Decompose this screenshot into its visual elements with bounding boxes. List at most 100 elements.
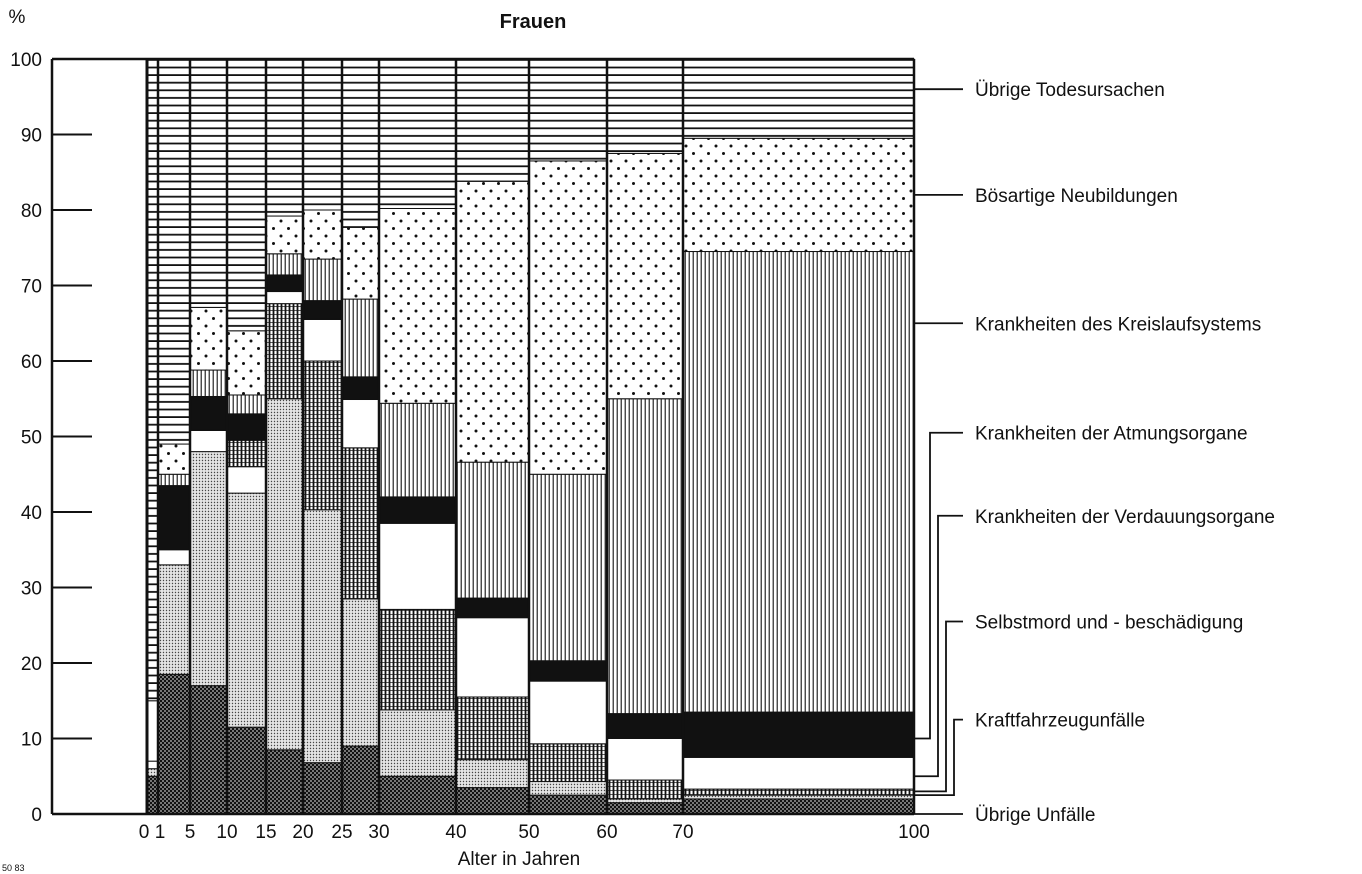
bar-segment-bosartige-neubildungen-5-10 (189, 306, 228, 371)
x-tick-label: 1 (155, 822, 166, 843)
bar-segment-ubrige-todesursachen-20-25 (302, 58, 343, 211)
legend-label-bosartige-neubildungen: Bösartige Neubildungen (975, 186, 1178, 207)
bar-segment-kraftfahrzeugunfalle-50-60 (528, 781, 608, 796)
bar-segment-ubrige-todesursachen-15-20 (265, 58, 304, 217)
bar-segment-selbstmord-und-beschadigung-10-15 (226, 466, 267, 494)
bar-segment-bosartige-neubildungen-20-25 (302, 209, 343, 260)
bar-segment-kraftfahrzeugunfalle-60-70 (606, 798, 684, 804)
bar-segment-krankheiten-des-kreislaufsystems-15-20 (265, 253, 304, 276)
bar-segment-bosartige-neubildungen-1-5 (157, 443, 191, 475)
y-tick-label: 40 (21, 503, 42, 524)
bar-segment-kraftfahrzeugunfalle-0-1 (146, 768, 159, 777)
bar-segment-krankheiten-der-verdauungsorgane-10-15 (226, 439, 267, 468)
legend-label-kraftfahrzeugunfalle: Kraftfahrzeugunfälle (975, 711, 1145, 732)
bar-segment-ubrige-unfalle-70-100 (682, 798, 915, 815)
bar-segment-bosartige-neubildungen-40-50 (455, 180, 530, 463)
bar-segment-ubrige-todesursachen-0-1 (146, 58, 159, 702)
bar-segment-krankheiten-der-atmungsorgane-20-25 (302, 300, 343, 320)
bar-segment-krankheiten-der-verdauungsorgane-25-30 (341, 447, 380, 600)
bar-segment-kraftfahrzeugunfalle-25-30 (341, 598, 380, 747)
x-tick-label: 100 (898, 822, 930, 843)
bar-segment-krankheiten-des-kreislaufsystems-50-60 (528, 473, 608, 662)
bar-segment-ubrige-todesursachen-50-60 (528, 58, 608, 162)
bar-segment-krankheiten-der-verdauungsorgane-70-100 (682, 788, 915, 796)
bar-segment-krankheiten-des-kreislaufsystems-5-10 (189, 369, 228, 397)
bar-segment-krankheiten-der-atmungsorgane-50-60 (528, 680, 608, 745)
bar-segment-bosartige-neubildungen-70-100 (682, 137, 915, 253)
bar-segment-ubrige-todesursachen-40-50 (455, 58, 530, 182)
bar-segment-bosartige-neubildungen-60-70 (606, 152, 684, 400)
x-tick-label: 60 (596, 822, 617, 843)
bar-segment-krankheiten-der-atmungsorgane-30-40 (378, 522, 457, 610)
bar-segment-krankheiten-der-atmungsorgane-60-70 (606, 738, 684, 781)
bar-segment-krankheiten-der-atmungsorgane-50-60 (528, 660, 608, 682)
bar-segment-ubrige-unfalle-10-15 (226, 726, 267, 815)
bar-segment-krankheiten-der-atmungsorgane-40-50 (455, 617, 530, 698)
bar-segment-ubrige-unfalle-15-20 (265, 749, 304, 815)
y-axis-unit: % (9, 7, 26, 28)
x-tick-label: 0 (139, 822, 150, 843)
legend-label-ubrige-todesursachen: Übrige Todesursachen (975, 80, 1165, 101)
bar-segment-kraftfahrzeugunfalle-30-40 (378, 709, 457, 777)
bar-segment-krankheiten-der-verdauungsorgane-60-70 (606, 779, 684, 800)
x-tick-label: 10 (216, 822, 237, 843)
x-tick-label: 15 (255, 822, 276, 843)
x-tick-label: 40 (445, 822, 466, 843)
bar-segment-krankheiten-der-atmungsorgane-40-50 (455, 597, 530, 619)
bar-segment-bosartige-neubildungen-10-15 (226, 330, 267, 396)
y-tick-label: 100 (10, 50, 42, 71)
bar-segment-krankheiten-des-kreislaufsystems-70-100 (682, 251, 915, 713)
legend-leader-line (914, 431, 963, 740)
y-tick-label: 90 (21, 126, 42, 147)
y-tick-label: 70 (21, 277, 42, 298)
bar-segment-bosartige-neubildungen-50-60 (528, 160, 608, 475)
bar-segment-krankheiten-des-kreislaufsystems-60-70 (606, 398, 684, 715)
bar-segment-selbstmord-und-beschadigung-1-5 (157, 549, 191, 566)
bar-segment-selbstmord-und-beschadigung-0-1 (146, 760, 159, 770)
bar-segment-ubrige-unfalle-20-25 (302, 762, 343, 815)
legend-leader-line (914, 514, 963, 778)
bar-segment-kraftfahrzeugunfalle-15-20 (265, 398, 304, 751)
x-tick-label: 30 (368, 822, 389, 843)
x-tick-label: 25 (331, 822, 352, 843)
footnote: 50 83 (2, 863, 25, 873)
legend-label-krankheiten-der-atmungsorgane: Krankheiten der Atmungsorgane (975, 424, 1248, 445)
bar-segment-kraftfahrzeugunfalle-1-5 (157, 564, 191, 675)
bar-segment-ubrige-todesursachen-5-10 (189, 58, 228, 308)
bar-segment-ubrige-todesursachen-25-30 (341, 58, 380, 228)
y-tick-label: 80 (21, 201, 42, 222)
bar-segment-krankheiten-des-kreislaufsystems-20-25 (302, 258, 343, 302)
legend-label-selbstmord-und-beschadigung: Selbstmord und - beschädigung (975, 612, 1243, 633)
bar-segment-kraftfahrzeugunfalle-5-10 (189, 451, 228, 687)
bar-segment-ubrige-unfalle-30-40 (378, 775, 457, 815)
legend-label-krankheiten-der-verdauungsorgane: Krankheiten der Verdauungsorgane (975, 507, 1275, 528)
legend: Übrige Todesursachen Bösartige Neubildung… (914, 80, 1275, 826)
bar-segment-ubrige-todesursachen-30-40 (378, 58, 457, 209)
bar-segment-ubrige-unfalle-1-5 (157, 673, 191, 815)
bar-segment-krankheiten-der-atmungsorgane-0-1 (146, 700, 159, 762)
x-tick-label: 70 (672, 822, 693, 843)
bar-segment-krankheiten-des-kreislaufsystems-40-50 (455, 461, 530, 599)
bar-segments (145, 58, 915, 815)
bar-segment-kraftfahrzeugunfalle-40-50 (455, 759, 530, 789)
bar-segment-ubrige-unfalle-0-1 (146, 775, 159, 815)
bar-segment-krankheiten-der-verdauungsorgane-40-50 (455, 696, 530, 761)
bar-segment-krankheiten-der-verdauungsorgane-50-60 (528, 743, 608, 783)
bar-segment-bosartige-neubildungen-15-20 (265, 215, 304, 255)
legend-leader-line (914, 620, 963, 793)
y-tick-label: 60 (21, 352, 42, 373)
x-tick-label: 5 (185, 822, 196, 843)
bar-segment-ubrige-unfalle-50-60 (528, 794, 608, 815)
bar-segment-bosartige-neubildungen-25-30 (341, 226, 380, 300)
bar-segment-krankheiten-der-atmungsorgane-25-30 (341, 399, 380, 449)
bar-segment-krankheiten-der-atmungsorgane-70-100 (682, 756, 915, 790)
bar-segment-krankheiten-der-atmungsorgane-20-25 (302, 318, 343, 362)
y-tick-label: 20 (21, 654, 42, 675)
bar-segment-selbstmord-und-beschadigung-5-10 (189, 429, 228, 453)
bar-segment-krankheiten-der-atmungsorgane-70-100 (682, 711, 915, 758)
bar-segment-ubrige-unfalle-25-30 (341, 745, 380, 815)
bar-segment-krankheiten-des-kreislaufsystems-25-30 (341, 298, 380, 378)
bar-segment-ubrige-todesursachen-1-5 (157, 58, 191, 445)
